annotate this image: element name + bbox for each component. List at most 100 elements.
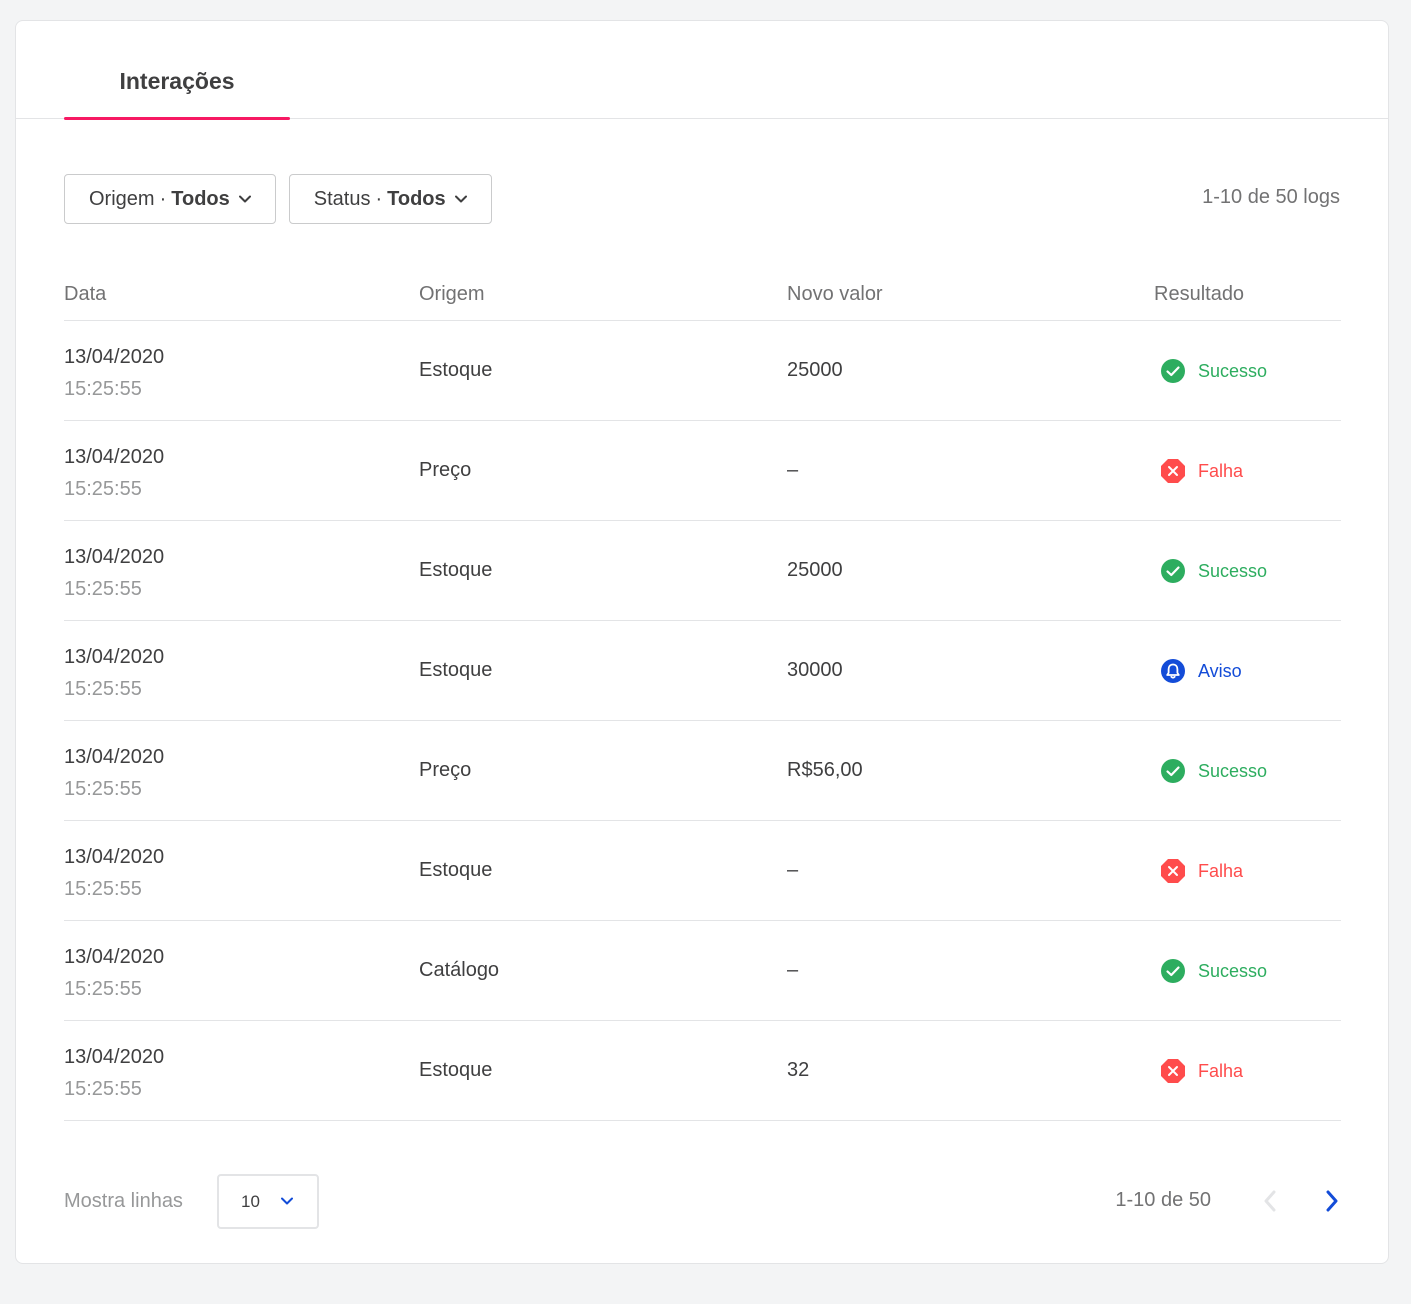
check-circle-icon <box>1160 758 1198 784</box>
result-label: Falha <box>1198 1060 1244 1081</box>
filter-label: Origem <box>89 187 155 210</box>
table-row: 13/04/2020 15:25:55 Estoque – Falha <box>64 821 1341 921</box>
row-date: 13/04/2020 <box>64 646 165 668</box>
row-date: 13/04/2020 <box>64 846 165 868</box>
result-label: Sucesso <box>1198 360 1268 381</box>
chevron-down-icon <box>238 195 251 203</box>
row-date: 13/04/2020 <box>64 746 165 768</box>
row-origin: Estoque <box>419 859 493 881</box>
pagination-count: 1-10 de 50 <box>1115 1189 1211 1211</box>
tab-interacoes[interactable]: Interações <box>64 21 290 120</box>
table-header: Data Origem Novo valor Resultado <box>64 271 1341 321</box>
row-new-value: 25000 <box>787 359 843 381</box>
row-origin: Estoque <box>419 659 493 681</box>
table-row: 13/04/2020 15:25:55 Estoque 25000 Sucesso <box>64 521 1341 621</box>
filter-bar: Origem · Todos Status · Todos <box>64 174 492 224</box>
status-filter-dropdown[interactable]: Status · Todos <box>288 174 492 224</box>
row-result: Sucesso <box>1160 758 1267 784</box>
row-result: Aviso <box>1160 658 1242 684</box>
row-new-value: – <box>787 859 799 881</box>
origin-filter-dropdown[interactable]: Origem · Todos <box>64 174 276 224</box>
row-result: Falha <box>1160 1058 1243 1084</box>
row-result: Falha <box>1160 458 1243 484</box>
row-new-value: R$56,00 <box>787 759 863 781</box>
rows-per-page-value: 10 <box>241 1191 260 1211</box>
filter-separator: · <box>159 187 167 210</box>
rows-per-page-select[interactable]: 10 <box>217 1174 319 1229</box>
date-cell: 13/04/2020 15:25:55 <box>64 1045 164 1101</box>
row-result: Falha <box>1160 858 1243 884</box>
header-data: Data <box>64 283 107 305</box>
row-origin: Estoque <box>419 359 493 381</box>
close-circle-icon <box>1160 458 1198 484</box>
filter-value: Todos <box>387 187 446 210</box>
row-result: Sucesso <box>1160 958 1267 984</box>
row-origin: Preço <box>419 459 472 481</box>
previous-page-button[interactable] <box>1255 1186 1285 1216</box>
chevron-right-icon <box>1326 1190 1338 1212</box>
row-date: 13/04/2020 <box>64 546 165 568</box>
date-cell: 13/04/2020 15:25:55 <box>64 845 164 901</box>
table-footer: Mostra linhas 10 1-10 de 50 <box>64 1174 1341 1230</box>
result-label: Sucesso <box>1198 960 1268 981</box>
filter-separator: · <box>375 187 383 210</box>
row-date: 13/04/2020 <box>64 446 165 468</box>
row-date: 13/04/2020 <box>64 1046 165 1068</box>
row-origin: Estoque <box>419 1059 493 1081</box>
check-circle-icon <box>1160 358 1198 384</box>
date-cell: 13/04/2020 15:25:55 <box>64 545 164 601</box>
chevron-down-icon <box>454 195 467 203</box>
date-cell: 13/04/2020 15:25:55 <box>64 945 164 1001</box>
active-tab-indicator <box>64 117 290 120</box>
table-row: 13/04/2020 15:25:55 Preço R$56,00 Sucesso <box>64 721 1341 821</box>
row-date: 13/04/2020 <box>64 946 165 968</box>
chevron-down-icon <box>281 1197 293 1205</box>
row-result: Sucesso <box>1160 358 1267 384</box>
tab-bar: Interações <box>16 21 1388 120</box>
row-time: 15:25:55 <box>64 978 142 1000</box>
result-label: Falha <box>1198 860 1244 881</box>
result-label: Sucesso <box>1198 560 1268 581</box>
close-circle-icon <box>1160 1058 1198 1084</box>
row-date: 13/04/2020 <box>64 346 165 368</box>
row-new-value: – <box>787 459 799 481</box>
chevron-left-icon <box>1264 1190 1276 1212</box>
result-label: Aviso <box>1198 660 1242 681</box>
row-origin: Catálogo <box>419 959 500 981</box>
table-row: 13/04/2020 15:25:55 Estoque 30000 Aviso <box>64 621 1341 721</box>
header-novo-valor: Novo valor <box>787 283 883 305</box>
date-cell: 13/04/2020 15:25:55 <box>64 345 164 401</box>
log-count: 1-10 de 50 logs <box>1202 186 1340 208</box>
row-time: 15:25:55 <box>64 878 142 900</box>
table-row: 13/04/2020 15:25:55 Catálogo – Sucesso <box>64 921 1341 1021</box>
filter-value: Todos <box>171 187 230 210</box>
check-circle-icon <box>1160 558 1198 584</box>
logs-table: Data Origem Novo valor Resultado 13/04/2… <box>64 271 1341 1121</box>
header-resultado: Resultado <box>1154 283 1245 305</box>
result-label: Sucesso <box>1198 760 1268 781</box>
header-origem: Origem <box>419 283 485 305</box>
date-cell: 13/04/2020 15:25:55 <box>64 445 164 501</box>
rows-per-page-label: Mostra linhas <box>64 1190 183 1212</box>
result-label: Falha <box>1198 460 1244 481</box>
next-page-button[interactable] <box>1317 1186 1347 1216</box>
row-time: 15:25:55 <box>64 378 142 400</box>
table-body: 13/04/2020 15:25:55 Estoque 25000 Sucesso 13/… <box>64 321 1341 1121</box>
row-new-value: 32 <box>787 1059 810 1081</box>
row-time: 15:25:55 <box>64 778 142 800</box>
row-time: 15:25:55 <box>64 678 142 700</box>
table-row: 13/04/2020 15:25:55 Estoque 25000 Sucesso <box>64 321 1341 421</box>
row-time: 15:25:55 <box>64 578 142 600</box>
date-cell: 13/04/2020 15:25:55 <box>64 645 164 701</box>
bell-icon <box>1160 658 1198 684</box>
row-time: 15:25:55 <box>64 1078 142 1100</box>
row-time: 15:25:55 <box>64 478 142 500</box>
filter-label: Status <box>313 187 371 210</box>
table-row: 13/04/2020 15:25:55 Estoque 32 Falha <box>64 1021 1341 1121</box>
check-circle-icon <box>1160 958 1198 984</box>
date-cell: 13/04/2020 15:25:55 <box>64 745 164 801</box>
close-circle-icon <box>1160 858 1198 884</box>
interactions-card: Interações Origem · Todos Status · Todos… <box>15 20 1389 1264</box>
tab-label: Interações <box>119 67 235 94</box>
row-result: Sucesso <box>1160 558 1267 584</box>
